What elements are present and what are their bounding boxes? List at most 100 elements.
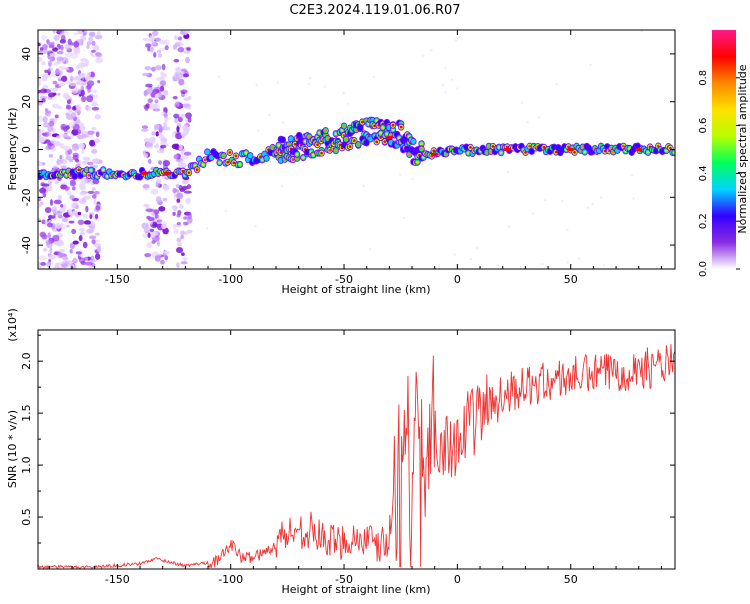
noise-speckle (87, 190, 95, 195)
noise-speckle (55, 222, 62, 229)
noise-speckle (156, 149, 165, 154)
ridge-blob-core (622, 144, 625, 148)
ridge-blob-core (603, 149, 607, 153)
noise-speckle (454, 39, 458, 42)
noise-speckle (187, 212, 192, 220)
noise-speckle (147, 46, 151, 52)
x-tick-label: -50 (335, 573, 353, 586)
noise-speckle (51, 206, 57, 213)
y-tick-label: 40 (20, 47, 33, 61)
noise-speckle (176, 262, 180, 269)
noise-speckle (177, 46, 185, 53)
noise-speckle (589, 63, 592, 67)
noise-speckle (281, 184, 284, 188)
ridge-blob-core (67, 169, 71, 173)
noise-speckle (58, 266, 63, 269)
noise-speckle (94, 114, 101, 120)
noise-speckle (181, 155, 189, 160)
noise-speckle (97, 79, 101, 84)
ridge-blob-core (379, 136, 383, 139)
noise-speckle (147, 87, 153, 95)
y-tick-label: 2.0 (20, 352, 33, 370)
noise-speckle (57, 214, 64, 219)
noise-speckle (347, 102, 350, 106)
noise-speckle (41, 35, 47, 41)
noise-speckle (91, 187, 96, 191)
noise-speckle (182, 256, 188, 262)
noise-speckle (444, 66, 447, 70)
noise-speckle (44, 69, 49, 74)
noise-speckle (52, 80, 58, 85)
noise-speckle (181, 252, 185, 257)
noise-speckle (52, 47, 59, 52)
noise-speckle (91, 148, 98, 154)
noise-speckle (47, 222, 53, 228)
noise-speckle (142, 37, 150, 42)
noise-speckle (60, 165, 67, 169)
noise-speckle (46, 185, 53, 192)
ridge-blob-core (391, 128, 395, 131)
noise-speckle (411, 178, 414, 181)
noise-speckle (48, 60, 52, 67)
ridge-hotspot (430, 152, 439, 156)
spectrogram-panel: -150 -100 -50 0 50 -40 -20 0 20 40 Height of str… (6, 29, 676, 296)
noise-speckle (155, 196, 162, 203)
noise-speckle (84, 75, 90, 81)
colorbar-ticks: 0.0 0.2 0.4 0.6 0.8 (698, 70, 740, 277)
ridge-blob-core (379, 131, 383, 135)
noise-speckle (146, 141, 152, 149)
noise-speckle (632, 197, 635, 200)
ridge-blob-core (373, 124, 377, 128)
noise-speckle (178, 203, 184, 210)
noise-speckle (152, 108, 161, 112)
noise-speckle (38, 138, 45, 143)
noise-speckle (64, 52, 73, 58)
noise-speckle (42, 43, 48, 51)
snr-x-axis-label: Height of straight line (km) (281, 583, 430, 596)
noise-speckle (79, 257, 86, 264)
noise-speckle (602, 264, 606, 267)
ridge-blob-core (328, 149, 332, 152)
ridge-blob-core (318, 131, 321, 135)
ridge-blob-core (234, 154, 238, 158)
noise-speckle (61, 75, 68, 82)
noise-speckle (88, 265, 93, 269)
ridge-blob-core (293, 142, 297, 146)
noise-speckle (60, 44, 64, 51)
noise-speckle (591, 202, 594, 206)
noise-speckle (49, 53, 57, 57)
noise-speckle (78, 228, 86, 232)
ridge-blob-core (352, 139, 356, 142)
noise-speckle (155, 37, 161, 42)
noise-speckle (96, 246, 102, 253)
ridge-blob-mid (247, 153, 253, 159)
noise-speckle (66, 113, 74, 120)
noise-speckle (323, 85, 326, 88)
noise-speckle (89, 89, 98, 93)
noise-speckle (64, 44, 72, 50)
noise-speckle (90, 49, 96, 53)
noise-speckle (59, 154, 63, 160)
noise-speckle (64, 94, 71, 101)
noise-speckle (57, 251, 63, 259)
noise-speckle (86, 84, 92, 90)
noise-speckle (173, 228, 180, 235)
noise-speckle (176, 221, 181, 226)
ridge-hotspot (385, 135, 394, 140)
ridge-blob-mid (264, 155, 269, 161)
noise-speckle (308, 76, 312, 80)
noise-speckle (51, 103, 60, 109)
noise-speckle (58, 82, 66, 87)
noise-speckle (155, 178, 162, 183)
noise-speckle (172, 95, 178, 100)
noise-speckle (59, 159, 64, 163)
noise-speckle (177, 242, 182, 247)
noise-speckle (47, 66, 53, 72)
ridge-blob-core (487, 145, 491, 148)
noise-speckle (163, 73, 167, 78)
noise-speckle (186, 184, 192, 190)
noise-speckle (42, 192, 47, 198)
noise-speckle (56, 158, 60, 166)
noise-speckle (161, 63, 166, 71)
